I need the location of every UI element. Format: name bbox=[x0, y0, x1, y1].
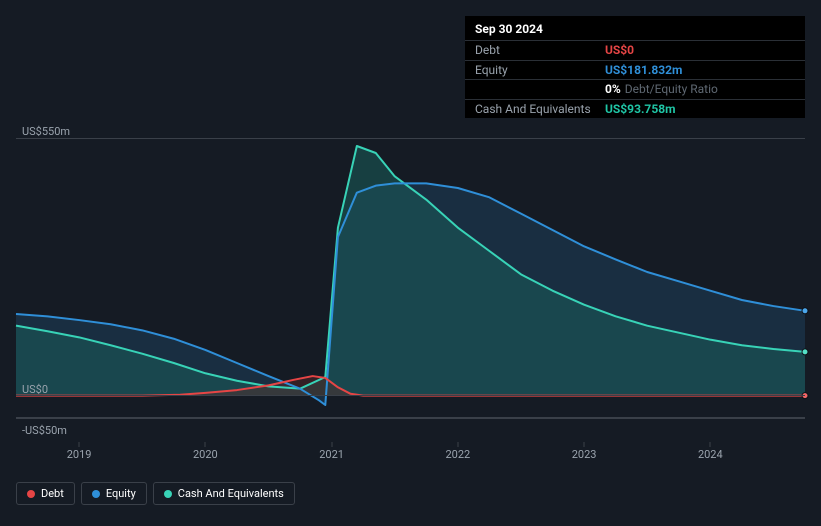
xaxis-label: 2021 bbox=[319, 448, 344, 461]
yaxis-label-neg: -US$50m bbox=[22, 424, 67, 437]
legend-item-equity[interactable]: Equity bbox=[81, 482, 147, 505]
yaxis-label-zero: US$0 bbox=[22, 383, 48, 396]
xaxis-tick bbox=[79, 442, 80, 447]
yaxis-label-max: US$550m bbox=[22, 125, 70, 138]
legend-swatch bbox=[92, 490, 100, 498]
xaxis-tick bbox=[205, 442, 206, 447]
xaxis-label: 2019 bbox=[67, 448, 92, 461]
neg-gridline bbox=[16, 418, 805, 419]
tooltip-row-suffix: Debt/Equity Ratio bbox=[625, 82, 718, 96]
tooltip-row-value: US$0 bbox=[605, 43, 634, 57]
area-chart-svg bbox=[16, 139, 805, 419]
tooltip-row-label: Equity bbox=[475, 63, 605, 77]
tooltip-row-value: 0% bbox=[605, 82, 621, 96]
legend-label: Equity bbox=[106, 487, 136, 500]
xaxis-label: 2024 bbox=[698, 448, 723, 461]
xaxis: 2019 2020 2021 2022 2023 2024 bbox=[16, 448, 805, 466]
chart-plot-area bbox=[16, 138, 805, 418]
hover-tooltip: Sep 30 2024 DebtUS$0EquityUS$181.832m0% … bbox=[465, 16, 805, 118]
xaxis-tick bbox=[331, 442, 332, 447]
tooltip-row-value: US$181.832m bbox=[605, 63, 682, 77]
xaxis-tick bbox=[584, 442, 585, 447]
tooltip-row-label: Debt bbox=[475, 43, 605, 57]
tooltip-row: DebtUS$0 bbox=[465, 40, 805, 59]
xaxis-label: 2022 bbox=[445, 448, 470, 461]
legend-item-cash-and-equivalents[interactable]: Cash And Equivalents bbox=[153, 482, 295, 505]
tooltip-row-value: US$93.758m bbox=[605, 102, 675, 116]
tooltip-row: Cash And EquivalentsUS$93.758m bbox=[465, 99, 805, 118]
tooltip-row-label: Cash And Equivalents bbox=[475, 102, 605, 116]
xaxis-label: 2023 bbox=[572, 448, 597, 461]
legend: Debt Equity Cash And Equivalents bbox=[16, 482, 295, 505]
xaxis-tick bbox=[457, 442, 458, 447]
xaxis-label: 2020 bbox=[193, 448, 218, 461]
zero-gridline bbox=[16, 395, 805, 396]
legend-label: Debt bbox=[41, 487, 64, 500]
legend-swatch bbox=[27, 490, 35, 498]
legend-swatch bbox=[164, 490, 172, 498]
legend-label: Cash And Equivalents bbox=[178, 487, 284, 500]
legend-item-debt[interactable]: Debt bbox=[16, 482, 75, 505]
tooltip-row: EquityUS$181.832m bbox=[465, 60, 805, 79]
xaxis-tick bbox=[710, 442, 711, 447]
tooltip-date: Sep 30 2024 bbox=[465, 16, 805, 40]
tooltip-row: 0% Debt/Equity Ratio bbox=[465, 79, 805, 98]
